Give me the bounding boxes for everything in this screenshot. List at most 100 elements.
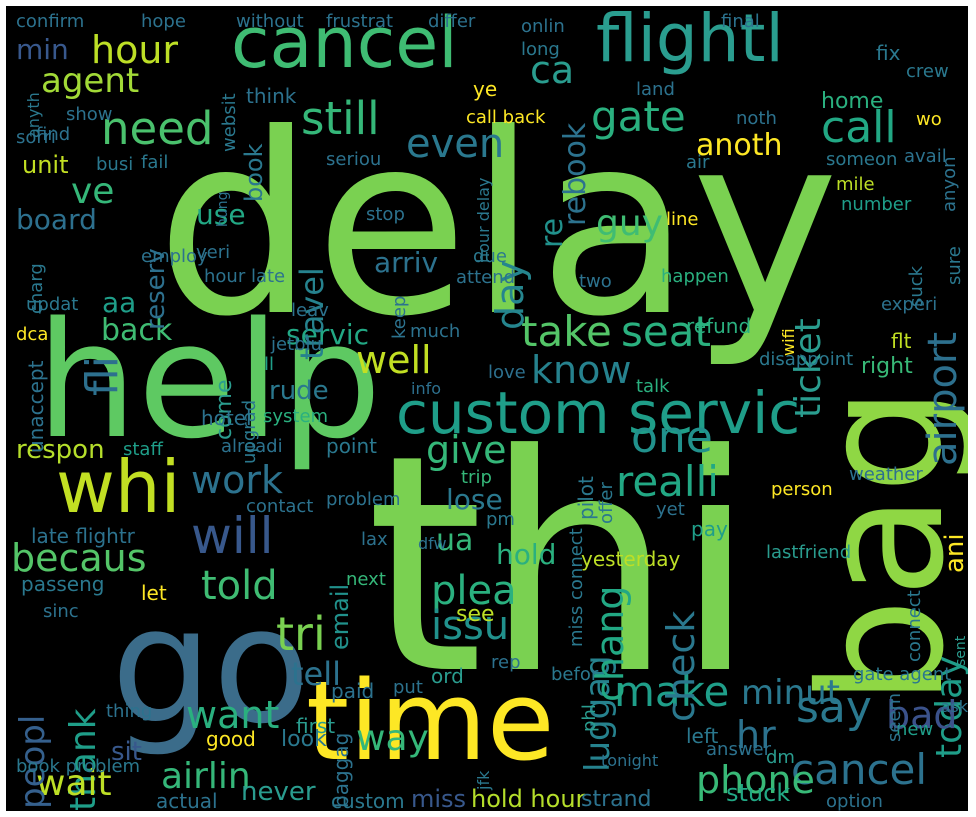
word-even: even: [406, 121, 505, 167]
word-frustrat: frustrat: [326, 11, 394, 32]
word-actual: actual: [156, 789, 218, 811]
word-anyon: anyon: [939, 156, 960, 212]
word-airlin: airlin: [161, 756, 251, 797]
word-cloud: delay thi help go time bag flightl cancel custom…: [6, 6, 968, 811]
word-lose: lose: [446, 483, 503, 516]
word-next: next: [346, 569, 386, 590]
word-weather: weather: [849, 464, 923, 485]
word-call: call: [821, 102, 897, 153]
word-time: time: [306, 657, 555, 785]
word-crew: crew: [906, 61, 949, 82]
word-hour: hour: [91, 28, 179, 72]
word-due: due: [473, 246, 507, 267]
word-differ: differ: [428, 11, 476, 32]
word-realli: realli: [616, 457, 719, 506]
word-problem: problem: [326, 489, 401, 510]
word-board: board: [16, 203, 97, 236]
word-onlin: onlin: [521, 16, 565, 37]
word-hour-delay: hour delay: [474, 177, 493, 263]
word-tonight: tonight: [601, 751, 659, 770]
word-veri: veri: [196, 242, 231, 263]
word-bad: bad: [886, 693, 958, 737]
word-befor: befor: [551, 664, 599, 685]
word-find: find: [36, 124, 71, 145]
word-ord: ord: [431, 664, 464, 688]
word-use: use: [196, 198, 246, 231]
word-ca: ca: [530, 48, 575, 92]
word-mile: mile: [836, 174, 875, 195]
word-tri: tri: [276, 607, 326, 661]
word-dfw: dfw: [418, 534, 447, 553]
word-ua: ua: [436, 523, 474, 558]
word-take: take: [521, 307, 612, 356]
word-wifi: wifi: [779, 328, 798, 356]
word-staff: staff: [123, 439, 163, 460]
word-give: give: [426, 428, 507, 472]
word-pm: pm: [486, 509, 515, 530]
word-late-flightr: late flightr: [31, 524, 135, 548]
word-guy: guy: [596, 203, 663, 244]
word-love: love: [488, 362, 526, 383]
word-new: new: [896, 719, 934, 740]
word-told: told: [201, 563, 278, 609]
word-lastfriend: lastfriend: [766, 542, 852, 563]
word-wait: wait: [36, 763, 112, 804]
word-email: email: [326, 583, 354, 650]
word-put: put: [393, 677, 423, 698]
word-passeng: passeng: [21, 572, 105, 596]
word-book-problem: book problem: [16, 756, 141, 777]
word-employ: employ: [141, 246, 208, 267]
word-hour-late: hour late: [204, 266, 286, 287]
word-stop: stop: [366, 204, 405, 225]
word-confirm: confirm: [16, 11, 85, 32]
word-cancel: cancel: [791, 745, 928, 794]
word-hr: hr: [736, 713, 776, 757]
word-dm: dm: [766, 747, 795, 768]
word-number: number: [841, 194, 912, 215]
word-arriv: arriv: [374, 246, 439, 279]
word-happen: happen: [661, 266, 729, 287]
word-cancel: cancel: [231, 6, 458, 84]
word-yesterday: yesterday: [581, 547, 681, 571]
word-still: still: [301, 92, 380, 145]
word-connect: connect: [904, 590, 925, 662]
word-right: right: [861, 354, 913, 379]
word-gate-agent: gate agent: [853, 664, 952, 685]
word-hung: hung: [215, 191, 231, 227]
word-upgrad: upgrad: [239, 399, 260, 464]
word-call-back: call back: [466, 107, 546, 128]
word-land: land: [636, 79, 675, 100]
word-seriou: seriou: [326, 149, 382, 170]
word-websit: websit: [219, 93, 240, 152]
word-person: person: [771, 479, 833, 500]
word-go: go: [111, 572, 311, 759]
word-strand: strand: [581, 787, 652, 811]
word-thing: thing: [106, 701, 153, 722]
word-paid: paid: [331, 679, 375, 703]
word-make: make: [614, 667, 730, 716]
word-tell: tell: [291, 655, 342, 693]
word-well: well: [356, 338, 432, 382]
word-disappoint: disappoint: [759, 349, 854, 370]
word-left: left: [686, 724, 719, 748]
word-custom-servic: custom servic: [396, 379, 801, 447]
word-unaccept: unaccept: [24, 360, 48, 453]
word-charg: charg: [26, 263, 47, 314]
word-ll: ll: [264, 354, 275, 375]
word-unit: unit: [22, 151, 69, 179]
word-system: system: [263, 406, 329, 427]
word-ye: ye: [473, 77, 498, 101]
word-someon: someon: [826, 149, 898, 170]
word-delay: delay: [156, 80, 840, 371]
word-sit: sit: [111, 737, 142, 767]
word-say: say: [796, 682, 872, 733]
word-check: check: [659, 610, 703, 722]
word-ask: ask: [940, 697, 968, 716]
word-final: final: [721, 11, 760, 32]
word-updat: updat: [26, 294, 79, 315]
word-aa: aa: [102, 286, 137, 319]
word-jfk: jfk: [474, 770, 493, 790]
word-respon: respon: [16, 435, 105, 465]
word-seem: seem: [884, 692, 905, 742]
word-minut: minut: [741, 673, 840, 713]
